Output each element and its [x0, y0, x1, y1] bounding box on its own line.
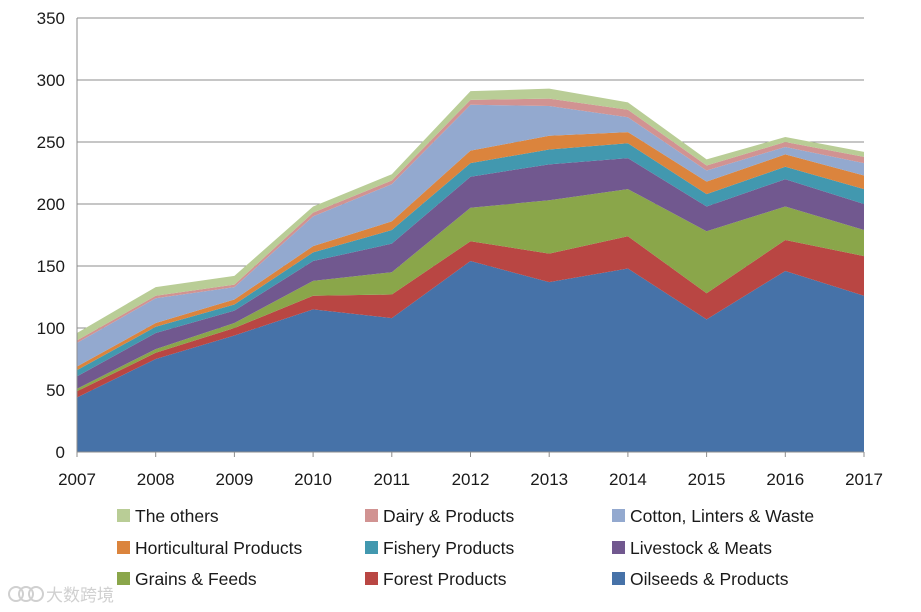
x-tick-label: 2009 — [215, 470, 253, 489]
y-tick-label: 150 — [37, 257, 65, 276]
area-forest-products — [77, 236, 864, 398]
legend-item-fishery-products: Fishery Products — [365, 538, 515, 558]
x-tick-label: 2017 — [845, 470, 883, 489]
legend-item-livestock-meats: Livestock & Meats — [612, 538, 772, 558]
legend-label: Oilseeds & Products — [630, 569, 789, 589]
x-tick-label: 2007 — [58, 470, 96, 489]
legend-swatch — [117, 541, 130, 554]
legend-swatch — [117, 509, 130, 522]
legend-swatch — [365, 541, 378, 554]
x-tick-label: 2008 — [137, 470, 175, 489]
x-tick-label: 2013 — [530, 470, 568, 489]
area-oilseeds-products — [77, 261, 864, 452]
legend-item-grains-feeds: Grains & Feeds — [117, 569, 257, 589]
y-tick-label: 350 — [37, 9, 65, 28]
y-tick-label: 0 — [56, 443, 65, 462]
y-tick-label: 50 — [46, 381, 65, 400]
watermark: 大数跨境 — [8, 586, 114, 606]
legend-label: Forest Products — [383, 569, 507, 589]
legend-item-horticultural-products: Horticultural Products — [117, 538, 303, 558]
legend: The others Dairy & Products Cotton, Linter… — [117, 506, 814, 589]
watermark-text: 大数跨境 — [46, 586, 114, 606]
area-horticultural-products — [77, 132, 864, 371]
legend-item-oilseeds-products: Oilseeds & Products — [612, 569, 789, 589]
legend-swatch — [612, 541, 625, 554]
y-tick-label: 200 — [37, 195, 65, 214]
legend-label: Dairy & Products — [383, 506, 515, 526]
legend-swatch — [612, 572, 625, 585]
legend-swatch — [612, 509, 625, 522]
watermark-logo-icon — [8, 586, 44, 602]
area-grains-feeds — [77, 189, 864, 392]
legend-label: Horticultural Products — [135, 538, 303, 558]
x-tick-label: 2016 — [766, 470, 804, 489]
y-tick-label: 250 — [37, 133, 65, 152]
area-livestock-meats — [77, 158, 864, 389]
legend-swatch — [117, 572, 130, 585]
legend-label: Grains & Feeds — [135, 569, 257, 589]
legend-item-forest-products: Forest Products — [365, 569, 507, 589]
legend-item-dairy-products: Dairy & Products — [365, 506, 515, 526]
legend-item-cotton-linters-waste: Cotton, Linters & Waste — [612, 506, 814, 526]
x-tick-label: 2014 — [609, 470, 647, 489]
legend-swatch — [365, 572, 378, 585]
area-series-layer — [77, 88, 864, 452]
x-tick-label: 2011 — [374, 470, 411, 489]
legend-label: Livestock & Meats — [630, 538, 772, 558]
y-tick-label: 300 — [37, 71, 65, 90]
legend-item-the-others: The others — [117, 506, 219, 526]
x-tick-label: 2012 — [452, 470, 490, 489]
legend-label: Cotton, Linters & Waste — [630, 506, 814, 526]
axes: 0 50 100 150 200 250 300 350 2007 2008 2009 2010 201… — [37, 9, 883, 489]
x-tick-label: 2015 — [688, 470, 726, 489]
legend-label: The others — [135, 506, 219, 526]
y-tick-label: 100 — [37, 319, 65, 338]
legend-swatch — [365, 509, 378, 522]
legend-label: Fishery Products — [383, 538, 515, 558]
x-tick-label: 2010 — [294, 470, 332, 489]
